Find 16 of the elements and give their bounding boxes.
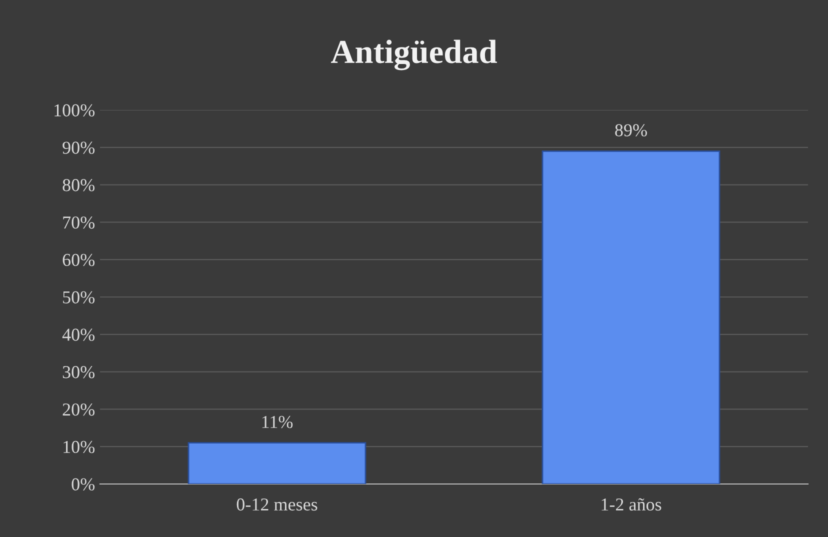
y-tick-label: 10% bbox=[64, 440, 95, 454]
y-tick-label: 30% bbox=[62, 366, 95, 378]
y-tick-label: 20% bbox=[62, 403, 95, 416]
chart-title: Antigüedad bbox=[330, 40, 497, 70]
data-label: 11% bbox=[262, 416, 293, 428]
x-tick-label: 1-2 años bbox=[602, 498, 662, 511]
data-label: 89% bbox=[615, 124, 647, 136]
y-tick-label: 100% bbox=[54, 104, 95, 116]
y-tick-label: 0% bbox=[72, 478, 95, 490]
x-tick-label: 0-12 meses bbox=[236, 498, 318, 511]
y-tick-label: 60% bbox=[62, 254, 95, 266]
y-tick-label: 50% bbox=[63, 291, 95, 304]
y-tick-label: 70% bbox=[63, 216, 95, 229]
y-tick-label: 40% bbox=[62, 328, 95, 341]
y-tick-label: 90% bbox=[62, 142, 95, 154]
y-tick-label: 80% bbox=[62, 179, 95, 192]
